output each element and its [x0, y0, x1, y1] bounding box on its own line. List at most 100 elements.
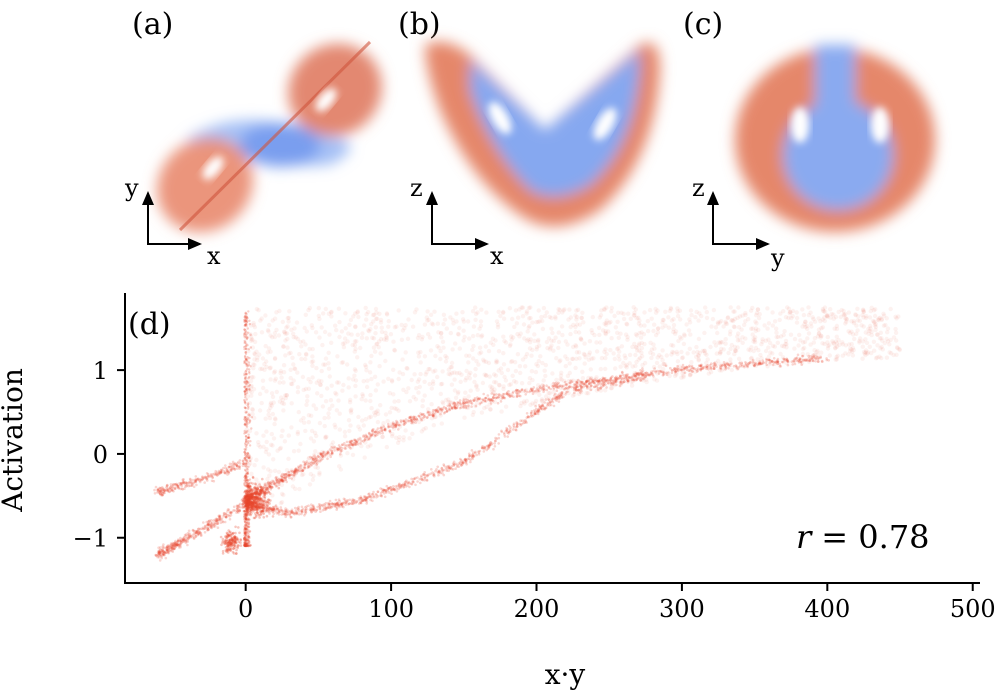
scatter-point	[656, 369, 660, 373]
scatter-point	[252, 362, 257, 367]
scatter-point	[314, 365, 319, 371]
scatter-point	[284, 475, 287, 479]
scatter-point	[353, 346, 358, 352]
scatter-point	[836, 309, 841, 315]
scatter-point	[244, 416, 247, 419]
scatter-point	[501, 334, 506, 339]
scatter-point	[283, 393, 288, 398]
scatter-point	[435, 321, 440, 326]
scatter-point	[753, 335, 758, 340]
scatter-point	[375, 419, 381, 425]
scatter-point	[343, 311, 348, 316]
scatter-point	[670, 371, 674, 375]
scatter-point	[851, 347, 856, 353]
scatter-point	[757, 312, 762, 317]
scatter-point	[395, 440, 401, 445]
scatter-point	[891, 335, 897, 340]
scatter-point	[639, 377, 644, 382]
scatter-point	[246, 327, 249, 330]
scatter-point	[454, 311, 459, 316]
scatter-point	[466, 360, 471, 365]
scatter-point	[353, 311, 358, 316]
scatter-point	[828, 307, 833, 312]
scatter-point	[316, 313, 321, 319]
scatter-point	[825, 314, 830, 320]
scatter-point	[542, 388, 545, 391]
scatter-point	[458, 406, 462, 410]
scatter-point	[558, 358, 563, 363]
scatter-point	[268, 483, 273, 488]
scatter-point	[326, 457, 329, 461]
scatter-point	[714, 351, 719, 356]
scatter-point	[705, 357, 710, 362]
scatter-point	[245, 507, 250, 512]
scatter-point	[382, 337, 387, 342]
scatter-point	[776, 362, 779, 366]
scatter-point	[347, 400, 353, 405]
scatter-point	[690, 370, 694, 373]
scatter-point	[473, 403, 478, 409]
scatter-point	[728, 346, 733, 352]
scatter-point	[619, 381, 624, 386]
scatter-point	[597, 379, 600, 383]
scatter-point	[572, 386, 576, 389]
scatter-point	[526, 325, 531, 330]
scatter-point	[573, 391, 576, 395]
scatter-point	[404, 485, 408, 488]
scatter-point	[732, 344, 737, 350]
scatter-point	[565, 383, 568, 386]
scatter-point	[579, 390, 584, 395]
scatter-point	[274, 389, 279, 395]
scatter-point	[827, 359, 830, 362]
scatter-point	[735, 334, 740, 339]
scatter-point	[304, 461, 307, 464]
scatter-point	[510, 335, 516, 340]
scatter-point	[156, 555, 159, 559]
scatter-point	[534, 319, 539, 325]
hole-right	[593, 107, 617, 141]
scatter-point	[363, 398, 368, 403]
scatter-point	[623, 355, 628, 361]
scatter-point	[352, 349, 357, 354]
scatter-point	[337, 427, 342, 432]
scatter-point	[311, 452, 317, 458]
scatter-point	[348, 397, 353, 403]
scatter-point	[349, 332, 354, 337]
scatter-point	[618, 331, 623, 336]
scatter-point	[634, 371, 638, 375]
scatter-point	[772, 361, 776, 364]
scatter-point	[421, 478, 425, 482]
scatter-point	[224, 464, 227, 467]
scatter-point	[273, 416, 278, 421]
scatter-point	[732, 351, 737, 357]
scatter-point	[728, 360, 733, 365]
scatter-point	[568, 315, 573, 320]
scatter-point	[753, 363, 756, 367]
scatter-point	[806, 312, 812, 318]
scatter-point	[248, 421, 251, 424]
scatter-point	[392, 399, 397, 404]
scatter-point	[432, 414, 437, 420]
scatter-point	[872, 320, 877, 325]
scatter-point	[719, 346, 724, 352]
scatter-point	[278, 445, 284, 451]
scatter-point	[723, 321, 728, 326]
scatter-point	[179, 482, 183, 486]
scatter-point	[712, 364, 715, 368]
scatter-point	[594, 340, 599, 345]
scatter-point	[586, 385, 592, 390]
scatter-point	[397, 434, 402, 440]
scatter-point	[381, 431, 384, 435]
scatter-point	[470, 309, 476, 314]
scatter-point	[365, 502, 369, 505]
scatter-point	[237, 511, 240, 514]
scatter-point	[249, 375, 254, 380]
scatter-point	[596, 381, 600, 384]
scatter-point	[310, 354, 315, 359]
scatter-point	[486, 394, 490, 397]
scatter-point	[653, 306, 658, 312]
scatter-point	[857, 338, 862, 344]
scatter-point	[243, 381, 246, 384]
scatter-point	[400, 371, 406, 377]
scatter-point	[515, 352, 521, 357]
